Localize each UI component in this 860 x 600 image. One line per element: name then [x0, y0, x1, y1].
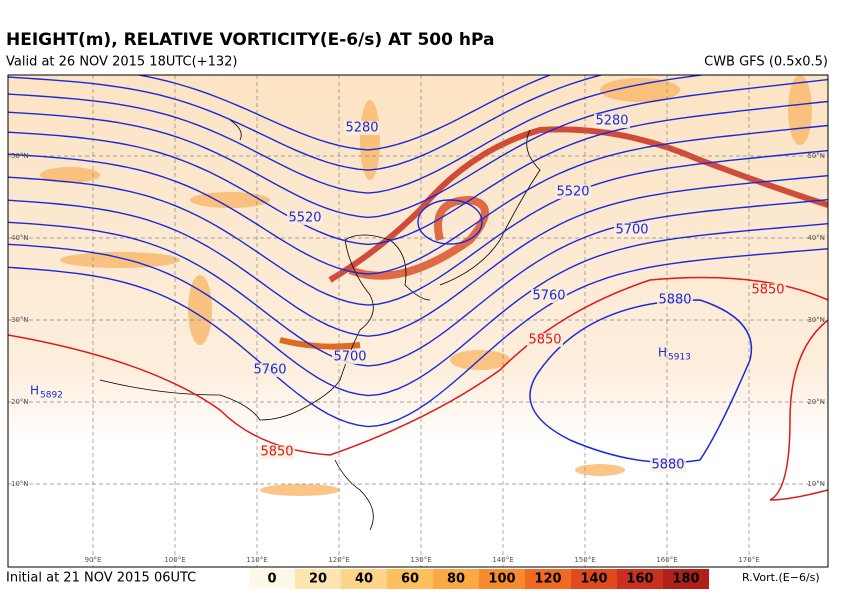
- colorbar-label: 40: [355, 572, 373, 587]
- lon-label: 150°E: [574, 556, 595, 564]
- label-bg: [614, 223, 650, 237]
- colorbar-box: [341, 569, 387, 589]
- contour-line: [134, 75, 553, 151]
- contour-label: 5850: [528, 333, 561, 348]
- lat-label: 20°N: [11, 398, 29, 406]
- label-bg: [332, 350, 368, 364]
- valid-time: Valid at 26 NOV 2015 18UTC(+132): [6, 55, 237, 70]
- contour-label: 5520: [556, 185, 589, 200]
- lon-label: 140°E: [492, 556, 513, 564]
- contour-line: [8, 124, 828, 275]
- title: HEIGHT(m), RELATIVE VORTICITY(E-6/s) AT …: [6, 30, 494, 50]
- contour-label: 5700: [615, 223, 648, 238]
- lat-label: 20°N: [807, 398, 825, 406]
- map-area: [8, 75, 828, 567]
- colorbar-box: [295, 569, 341, 589]
- contour-5850: [8, 276, 828, 456]
- label-bg: [252, 363, 288, 377]
- contour-label: 5280: [595, 114, 628, 129]
- contour-line: [8, 78, 828, 219]
- contour-label: 5760: [532, 289, 565, 304]
- contour-line: [8, 75, 604, 171]
- colorbar-label: 80: [447, 572, 465, 587]
- contour-line: [8, 199, 828, 367]
- contour-label: 5760: [253, 363, 286, 378]
- contour-line: [8, 149, 828, 306]
- label-bg: [531, 289, 567, 303]
- lat-label: 10°N: [807, 480, 825, 488]
- label-bg: [527, 333, 563, 347]
- contour-line: [8, 223, 828, 397]
- contour-line: [8, 175, 828, 337]
- colorbar-label: 20: [309, 572, 327, 587]
- lon-label: 160°E: [656, 556, 677, 564]
- lat-label: 10°N: [11, 480, 29, 488]
- label-bg: [344, 121, 380, 135]
- lon-label: 120°E: [328, 556, 349, 564]
- lat-label: 30°N: [807, 316, 825, 324]
- label-bg: [259, 445, 295, 459]
- lat-label: 50°N: [807, 152, 825, 160]
- colorbar-box: [525, 569, 571, 589]
- contour-5880: [529, 299, 753, 464]
- contour-label: 5280: [345, 121, 378, 136]
- colorbar-label: 160: [626, 572, 653, 587]
- colorbar-box: [387, 569, 433, 589]
- contour-label: 5520: [288, 211, 321, 226]
- contour-label: 5850: [260, 445, 293, 460]
- initial-time: Initial at 21 NOV 2015 06UTC: [6, 571, 196, 586]
- colorbar-box: [479, 569, 525, 589]
- high-value: 5892: [40, 391, 63, 401]
- high-symbol: H: [658, 346, 667, 360]
- lon-label: 100°E: [164, 556, 185, 564]
- label-bg: [287, 211, 323, 225]
- colorbar-label: 60: [401, 572, 419, 587]
- label-bg: [750, 283, 786, 297]
- lat-label: 40°N: [807, 234, 825, 242]
- graticule: [8, 75, 828, 567]
- contour-5850-east: [769, 319, 828, 501]
- map-frame: [7, 74, 829, 568]
- colorbar-box: [663, 569, 709, 589]
- colorbar-box: [617, 569, 663, 589]
- contour-label: 5880: [651, 458, 684, 473]
- high-symbol: H: [30, 384, 39, 398]
- label-bg: [555, 185, 591, 199]
- colorbar-box: [249, 569, 295, 589]
- lon-label: 170°E: [738, 556, 759, 564]
- colorbar-label: 0: [267, 572, 276, 587]
- lat-label: 40°N: [11, 234, 29, 242]
- high-value: 5913: [668, 353, 691, 363]
- colorbar-label: 140: [580, 572, 607, 587]
- lon-label: 130°E: [410, 556, 431, 564]
- contour-line: [8, 75, 707, 194]
- colorbar-label: 100: [488, 572, 515, 587]
- colorbar-box: [433, 569, 479, 589]
- lat-label: 30°N: [11, 316, 29, 324]
- colorbar-label: 180: [672, 572, 699, 587]
- colorbar-title: R.Vort.(E−6/s): [742, 571, 820, 584]
- contour-line: [8, 100, 828, 246]
- label-bg: [650, 458, 686, 472]
- contour-closed: [417, 199, 483, 245]
- contour-line: [8, 248, 828, 428]
- contour-label: 5850: [751, 283, 784, 298]
- label-bg: [594, 114, 630, 128]
- lon-label: 110°E: [246, 556, 267, 564]
- colorbar-box: [571, 569, 617, 589]
- contour-label: 5700: [333, 350, 366, 365]
- model-name: CWB GFS (0.5x0.5): [704, 55, 828, 70]
- colorbar-label: 120: [534, 572, 561, 587]
- lon-label: 90°E: [85, 556, 102, 564]
- height-contours: [8, 75, 828, 428]
- lat-label: 50°N: [11, 152, 29, 160]
- contour-label: 5880: [658, 293, 691, 308]
- label-bg: [657, 293, 693, 307]
